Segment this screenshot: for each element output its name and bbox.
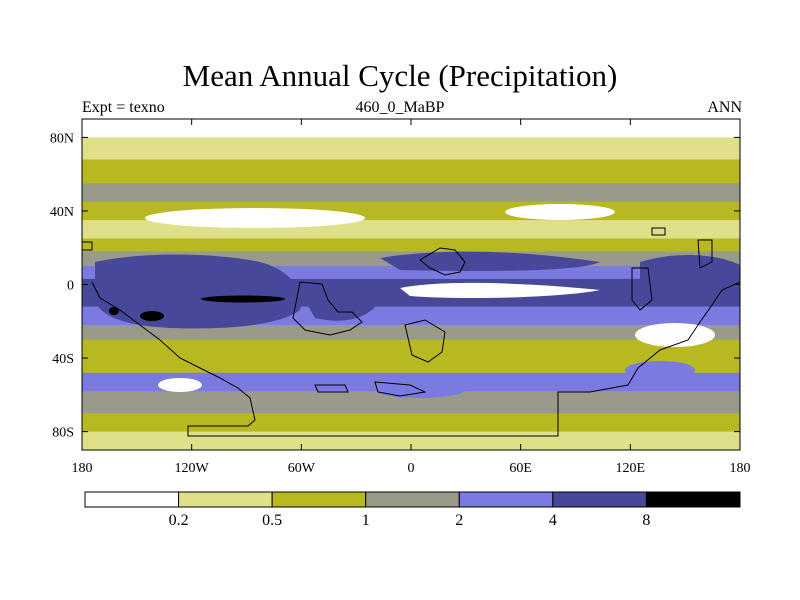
map-area: [82, 119, 740, 450]
zonal-band: [82, 413, 740, 433]
region-wet-band: [300, 289, 380, 321]
colorbar-swatch: [552, 491, 647, 508]
y-axis: 80N 40N 0 40S 80S: [50, 131, 740, 441]
x-tick-label: 180: [730, 461, 751, 476]
continent-outline: [314, 384, 349, 393]
zonal-band: [82, 324, 740, 341]
x-axis: 180 120W 60W 0 60E 120E 180: [72, 119, 751, 476]
continent-outline: [419, 247, 466, 276]
y-tick-label: 80N: [50, 131, 74, 146]
chart-title: Mean Annual Cycle (Precipitation): [182, 58, 618, 93]
continent-outline: [651, 227, 666, 236]
region-wet-band: [640, 254, 740, 292]
zonal-band: [82, 238, 740, 252]
region-wet-band: [380, 251, 600, 272]
region-dry-patch: [635, 323, 715, 347]
colorbar-swatch: [458, 491, 554, 508]
region-wet-patch: [625, 361, 695, 379]
y-tick-label: 40S: [52, 352, 74, 367]
colorbar-label: 0.2: [169, 512, 189, 529]
x-tick-label: 180: [72, 461, 93, 476]
colorbar-swatch: [178, 491, 273, 508]
continent-outline: [374, 381, 427, 397]
region-extreme-patch: [109, 307, 119, 315]
colorbar-label: 0.5: [262, 512, 282, 529]
x-tick-label: 60E: [509, 461, 532, 476]
colorbar: 0.2 0.5 1 2 4 8: [84, 491, 741, 529]
x-tick-label: 120E: [616, 461, 646, 476]
region-dry-patch: [505, 204, 615, 220]
colorbar-swatch: [645, 491, 741, 508]
colorbar-label: 4: [549, 512, 557, 529]
region-dry-tongue: [400, 282, 600, 298]
colorbar-label: 2: [455, 512, 463, 529]
colorbar-swatch: [271, 491, 367, 508]
zonal-band: [82, 278, 740, 291]
continent-outline: [631, 267, 653, 311]
region-dry-patch: [145, 208, 365, 228]
x-tick-label: 0: [408, 461, 415, 476]
colorbar-swatch: [84, 491, 180, 508]
zonal-band: [82, 159, 740, 184]
experiment-label: Expt = texno: [82, 99, 165, 116]
zonal-band: [82, 391, 740, 414]
region-extreme-patch: [140, 311, 164, 321]
season-label: ANN: [707, 99, 742, 116]
period-label: 460_0_MaBP: [355, 99, 445, 116]
x-tick-label: 60W: [288, 461, 316, 476]
zonal-band: [82, 354, 740, 374]
continent-outline: [91, 281, 740, 437]
continent-outlines: [82, 227, 740, 437]
continent-outline: [697, 239, 713, 269]
y-tick-label: 0: [67, 279, 74, 294]
region-extreme-patch: [201, 295, 285, 303]
zonal-band: [82, 137, 740, 161]
zonal-band: [82, 119, 740, 138]
zonal-band: [82, 339, 740, 355]
continent-outline: [404, 319, 446, 363]
continent-outline: [82, 241, 93, 251]
regional-features: [95, 204, 740, 398]
y-tick-label: 40N: [50, 205, 74, 220]
region-wet-band: [95, 254, 301, 329]
x-tick-label: 120W: [175, 461, 210, 476]
y-tick-label: 80S: [52, 426, 74, 441]
continent-outline: [292, 281, 363, 336]
zonal-band: [82, 183, 740, 203]
region-dry-patch: [158, 378, 202, 392]
colorbar-label: 1: [362, 512, 370, 529]
colorbar-label: 8: [642, 512, 650, 529]
colorbar-swatch: [365, 491, 460, 508]
